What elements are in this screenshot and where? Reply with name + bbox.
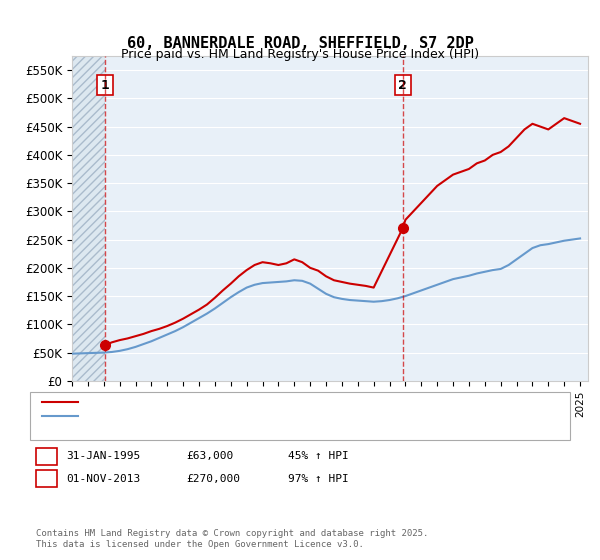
Text: 1: 1 bbox=[101, 79, 109, 92]
Text: 60, BANNERDALE ROAD, SHEFFIELD, S7 2DP: 60, BANNERDALE ROAD, SHEFFIELD, S7 2DP bbox=[127, 36, 473, 52]
Text: 97% ↑ HPI: 97% ↑ HPI bbox=[288, 474, 349, 484]
Text: Price paid vs. HM Land Registry's House Price Index (HPI): Price paid vs. HM Land Registry's House … bbox=[121, 48, 479, 60]
Text: 1: 1 bbox=[43, 450, 50, 463]
Text: 2: 2 bbox=[43, 472, 50, 486]
Text: 45% ↑ HPI: 45% ↑ HPI bbox=[288, 451, 349, 461]
Text: 60, BANNERDALE ROAD, SHEFFIELD, S7 2DP (semi-detached house): 60, BANNERDALE ROAD, SHEFFIELD, S7 2DP (… bbox=[84, 396, 459, 407]
Text: 2: 2 bbox=[398, 79, 407, 92]
Text: £270,000: £270,000 bbox=[186, 474, 240, 484]
Bar bbox=[72, 56, 105, 381]
Text: Contains HM Land Registry data © Crown copyright and database right 2025.
This d: Contains HM Land Registry data © Crown c… bbox=[36, 529, 428, 549]
Text: HPI: Average price, semi-detached house, Sheffield: HPI: Average price, semi-detached house,… bbox=[84, 410, 397, 421]
Text: 01-NOV-2013: 01-NOV-2013 bbox=[66, 474, 140, 484]
Text: £63,000: £63,000 bbox=[186, 451, 233, 461]
Text: 31-JAN-1995: 31-JAN-1995 bbox=[66, 451, 140, 461]
